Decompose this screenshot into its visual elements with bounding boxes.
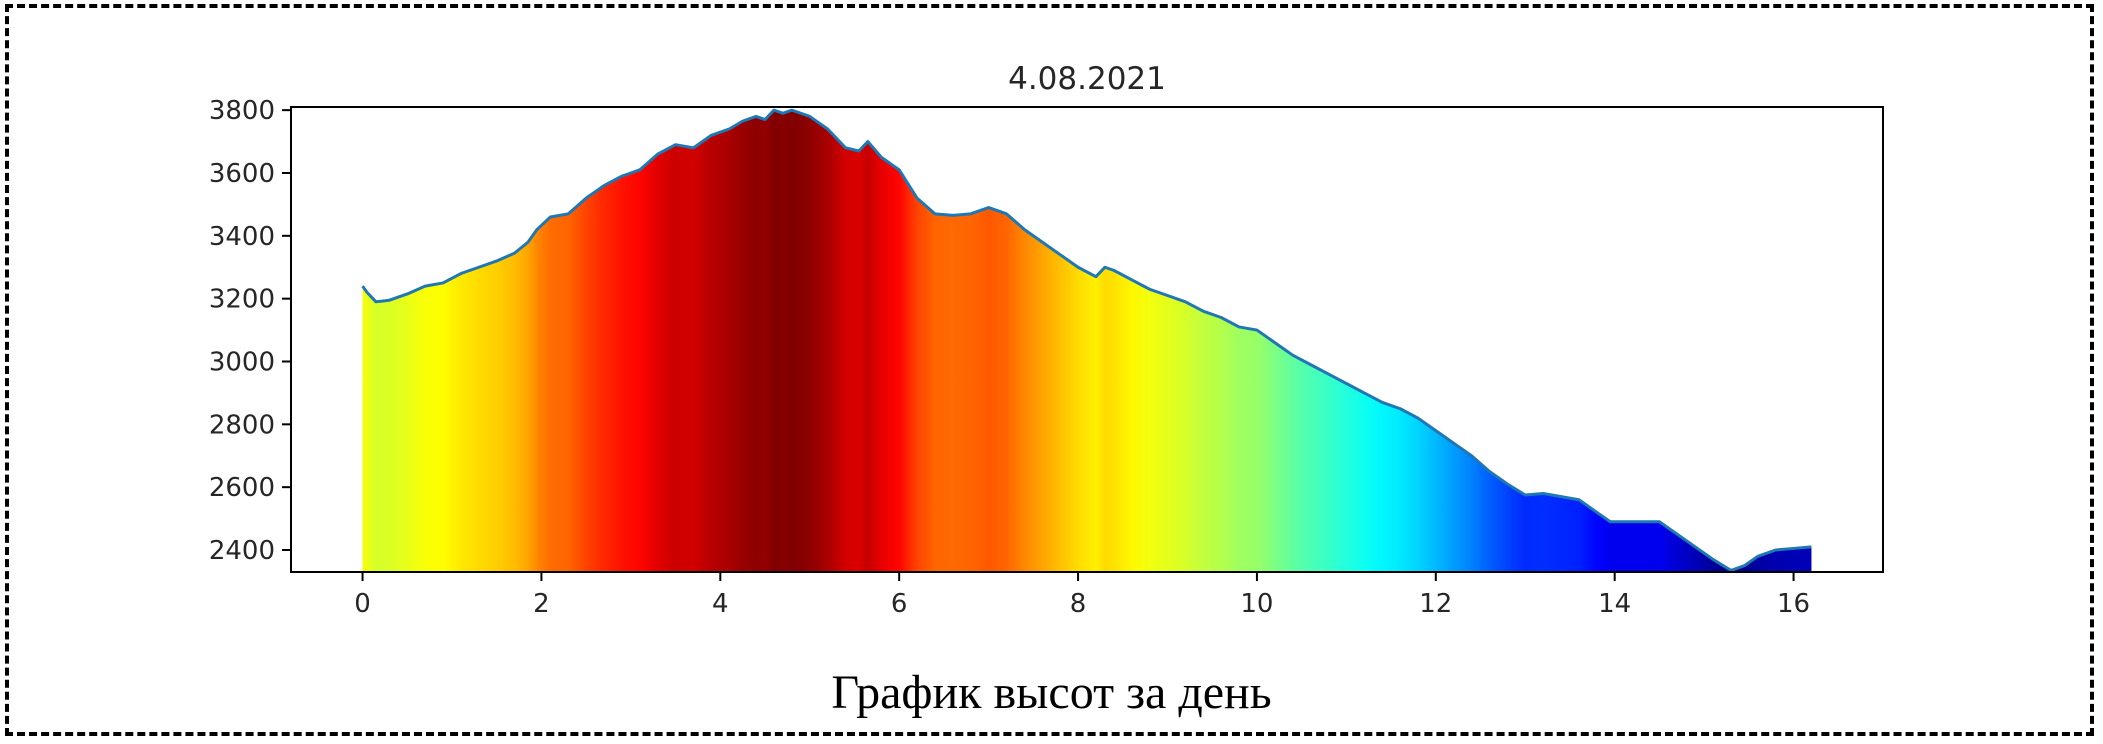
elevation-area-fill: [362, 110, 1812, 572]
y-tick-label: 3400: [209, 222, 275, 252]
plot-area: [290, 106, 1884, 573]
y-tick-label: 3000: [209, 347, 275, 377]
x-tick-label: 12: [1419, 589, 1452, 619]
axes-frame: [290, 106, 1884, 573]
x-tick-label: 4: [712, 589, 729, 619]
y-axis: 2400 2600 2800 3000 3200 3400 3600 3800: [209, 96, 291, 566]
x-tick-label: 16: [1777, 589, 1810, 619]
y-tick-label: 2600: [209, 473, 275, 503]
y-tick-label: 3200: [209, 285, 275, 315]
elevation-line: [361, 108, 1812, 572]
y-tick-label: 2800: [209, 410, 275, 440]
x-tick-label: 8: [1070, 589, 1087, 619]
x-axis: 0 2 4 6 8 10 12 14 16: [354, 572, 1810, 619]
y-tick-label: 2400: [209, 536, 275, 566]
dashed-frame: [5, 4, 2094, 736]
x-tick-label: 14: [1598, 589, 1631, 619]
x-tick-label: 2: [533, 589, 550, 619]
x-tick-label: 0: [354, 589, 371, 619]
x-tick-label: 6: [891, 589, 908, 619]
chart-title: 4.08.2021: [1008, 61, 1166, 97]
x-tick-label: 10: [1240, 589, 1273, 619]
y-tick-label: 3800: [209, 96, 275, 126]
y-tick-label: 3600: [209, 159, 275, 189]
figure-caption: График высот за день: [831, 666, 1272, 719]
